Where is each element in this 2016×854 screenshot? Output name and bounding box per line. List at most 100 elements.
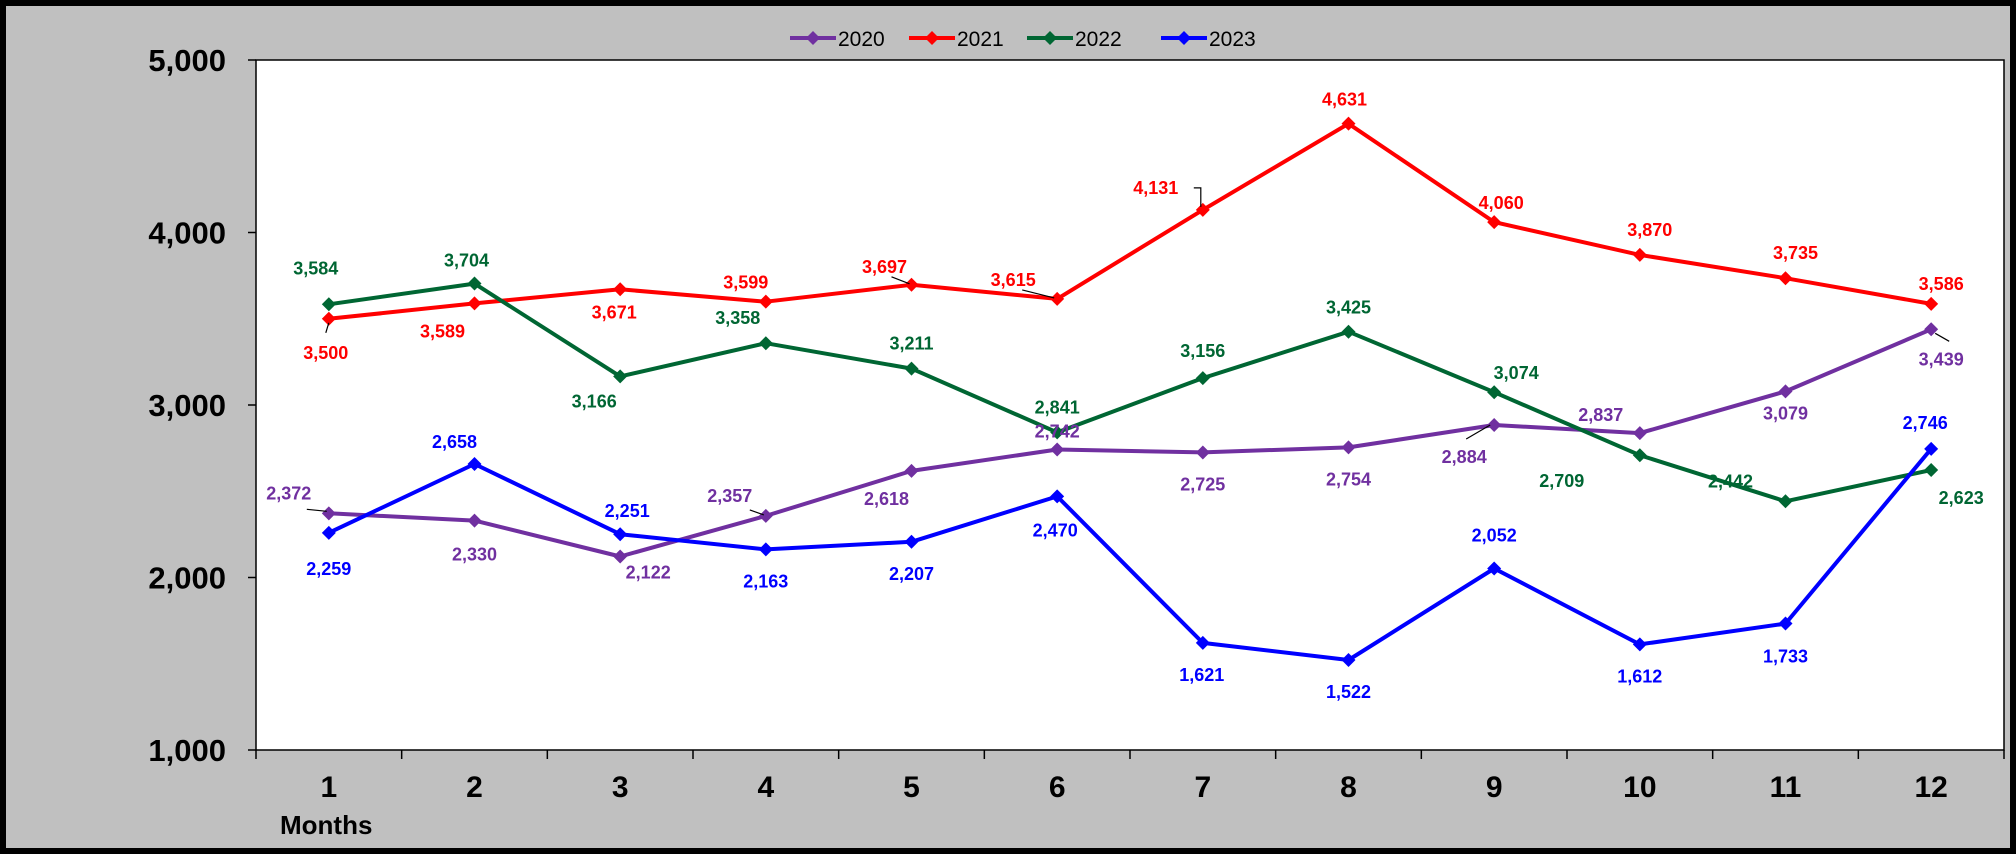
data-point-2021 — [1924, 296, 1939, 311]
series-line-2020 — [328, 327, 1932, 559]
data-label-2020: 2,357 — [707, 486, 752, 506]
y-tick-label: 4,000 — [148, 216, 226, 251]
legend-marker-2021 — [925, 31, 939, 45]
data-label-2021: 3,500 — [303, 343, 348, 363]
leader-line — [891, 276, 910, 285]
data-label-2021: 4,060 — [1479, 193, 1524, 213]
series-layer — [321, 116, 1939, 667]
leader-line — [1934, 332, 1950, 342]
data-label-2020: 2,372 — [266, 483, 311, 503]
data-point-2020 — [467, 513, 482, 528]
data-label-2022: 3,166 — [572, 391, 617, 411]
data-point-2022 — [758, 336, 773, 351]
data-label-2021: 3,671 — [592, 302, 637, 322]
y-tick-label: 3,000 — [148, 388, 226, 423]
data-label-2020: 2,122 — [626, 563, 671, 583]
data-label-2020: 2,618 — [864, 489, 909, 509]
x-tick-label: 12 — [1914, 771, 1947, 804]
data-point-2020 — [758, 508, 773, 523]
x-axis-title: Months — [280, 810, 372, 840]
data-label-2021: 4,131 — [1133, 178, 1178, 198]
data-label-2021: 3,615 — [991, 270, 1036, 290]
data-label-2021: 4,631 — [1322, 90, 1367, 110]
x-axis: 1 2 3 4 5 6 7 8 9 10 11 12 — [255, 750, 2005, 804]
y-tick-label: 2,000 — [148, 561, 226, 596]
data-point-2022 — [1341, 324, 1356, 339]
data-label-2020: 2,837 — [1578, 405, 1623, 425]
data-point-2022 — [1050, 425, 1065, 440]
data-label-2022: 3,704 — [444, 251, 489, 271]
data-point-2020 — [1632, 426, 1647, 441]
data-point-2020 — [1050, 442, 1065, 457]
data-label-2023: 2,207 — [889, 564, 934, 584]
data-label-2022: 3,074 — [1494, 363, 1539, 383]
series-line-2022 — [328, 281, 1932, 504]
data-point-2022 — [1924, 463, 1939, 478]
x-tick-label: 7 — [1194, 771, 1211, 804]
x-tick-label: 9 — [1486, 771, 1503, 804]
legend-label-2022: 2022 — [1075, 28, 1122, 51]
data-point-2023 — [321, 525, 336, 540]
data-label-2023: 2,470 — [1033, 520, 1078, 540]
data-label-2023: 1,612 — [1617, 666, 1662, 686]
leader-line — [749, 509, 765, 516]
data-label-2021: 3,697 — [862, 257, 907, 277]
data-label-2020: 2,725 — [1180, 474, 1225, 494]
data-point-2021 — [1195, 202, 1210, 217]
data-label-2023: 1,733 — [1763, 647, 1808, 667]
data-label-2022: 2,623 — [1939, 488, 1984, 508]
data-label-2023: 2,052 — [1472, 526, 1517, 546]
series-line-2021 — [328, 121, 1932, 321]
data-point-2022 — [613, 369, 628, 384]
data-point-2022 — [904, 361, 919, 376]
data-point-2021 — [1778, 271, 1793, 286]
leader-line — [1022, 289, 1055, 299]
x-tick-label: 8 — [1340, 771, 1357, 804]
data-label-2022: 3,358 — [715, 308, 760, 328]
series-line-2023 — [327, 447, 1933, 662]
data-label-2021: 3,599 — [723, 273, 768, 293]
data-label-2020: 2,884 — [1442, 447, 1487, 467]
data-label-2023: 2,658 — [432, 432, 477, 452]
x-tick-label: 1 — [320, 771, 337, 804]
x-tick-label: 10 — [1623, 771, 1656, 804]
data-point-2020 — [1487, 418, 1502, 433]
data-label-2020: 2,330 — [452, 545, 497, 565]
data-point-2023 — [1050, 489, 1065, 504]
data-point-2023 — [1195, 635, 1210, 650]
data-point-2021 — [613, 282, 628, 297]
x-tick-label: 5 — [903, 771, 920, 804]
data-point-2020 — [904, 463, 919, 478]
y-tick-label: 1,000 — [148, 733, 226, 768]
data-label-2021: 3,586 — [1919, 274, 1964, 294]
data-label-2022: 3,156 — [1180, 341, 1225, 361]
data-point-2023 — [904, 534, 919, 549]
data-point-2021 — [1632, 247, 1647, 262]
data-point-2022 — [1195, 371, 1210, 386]
data-label-2023: 1,522 — [1326, 682, 1371, 702]
legend-label-2023: 2023 — [1209, 28, 1256, 51]
legend-marker-2022 — [1043, 31, 1057, 45]
data-point-2021 — [321, 311, 336, 326]
data-label-2023: 2,746 — [1903, 413, 1948, 433]
legend-label-2021: 2021 — [957, 28, 1004, 51]
data-point-2023 — [467, 456, 482, 471]
data-point-2022 — [1487, 385, 1502, 400]
data-point-2020 — [1341, 440, 1356, 455]
data-point-2023 — [1924, 441, 1939, 456]
data-point-2022 — [1632, 448, 1647, 463]
legend-label-2020: 2020 — [838, 28, 885, 51]
data-point-2020 — [1924, 322, 1939, 337]
data-label-2020: 3,079 — [1763, 403, 1808, 423]
leader-line — [325, 322, 330, 333]
y-axis: 1,000 2,000 3,000 4,000 5,000 — [148, 43, 256, 768]
data-label-2020: 2,742 — [1035, 422, 1080, 442]
data-label-2021: 3,589 — [420, 321, 465, 341]
data-point-2022 — [321, 297, 336, 312]
data-point-2020 — [321, 506, 336, 521]
leader-line — [1193, 187, 1202, 207]
data-label-2022: 2,709 — [1539, 471, 1584, 491]
data-point-2023 — [1487, 561, 1502, 576]
data-point-2023 — [758, 542, 773, 557]
x-tick-label: 11 — [1770, 771, 1802, 804]
